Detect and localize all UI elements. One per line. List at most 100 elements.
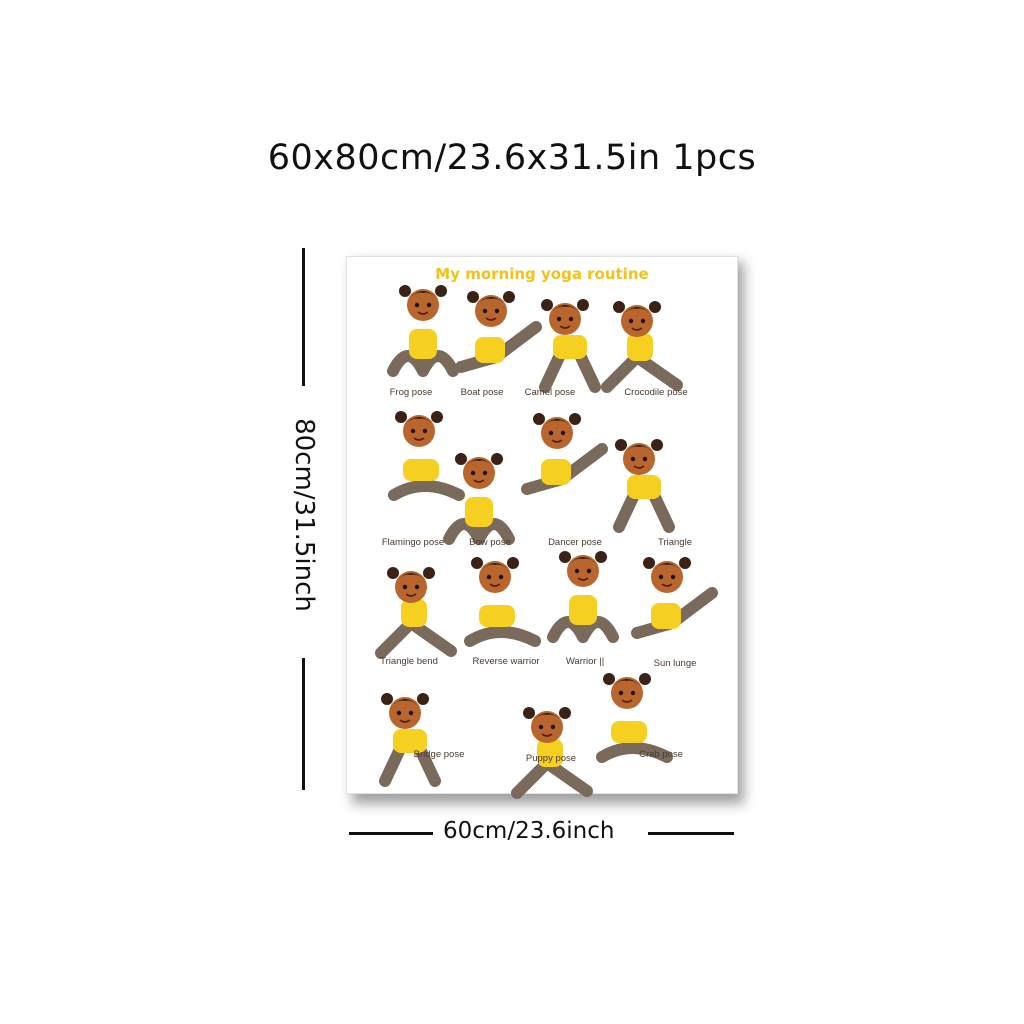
hair-bun-right [431, 411, 443, 423]
hair-bun-left [541, 299, 553, 311]
hair-bun-left [559, 551, 571, 563]
mouth [405, 593, 417, 597]
mouth [485, 317, 497, 321]
head-shape [611, 677, 643, 709]
hair-bun-left [399, 285, 411, 297]
hair-bun-right [503, 291, 515, 303]
eye-right [586, 568, 592, 574]
head-shape [403, 415, 435, 447]
hair-shape [463, 459, 495, 469]
width-label: 60cm/23.6inch [443, 818, 615, 844]
pose-label: Triangle [658, 537, 692, 548]
hair-shape [651, 563, 683, 573]
hair-bun-right [651, 439, 663, 451]
pose-label: Crab pose [639, 749, 683, 760]
hair-bun-left [471, 557, 483, 569]
mouth [633, 465, 645, 469]
hair-bun-right [639, 673, 651, 685]
shirt-shape [475, 337, 505, 363]
height-dimension-line-top [302, 248, 305, 386]
hair-bun-right [423, 567, 435, 579]
pants-shape [379, 743, 441, 787]
hair-bun-right [577, 299, 589, 311]
shirt-shape [541, 459, 571, 485]
eye-right [640, 318, 646, 324]
pants-shape [388, 480, 465, 501]
pose-illustration [521, 413, 608, 495]
pose-illustration [613, 439, 675, 533]
eye-right [426, 302, 432, 308]
pose-label: Reverse warrior [472, 656, 540, 667]
hair-bun-right [679, 557, 691, 569]
mouth [551, 439, 563, 443]
size-headline: 60x80cm/23.6x31.5in 1pcs [267, 138, 757, 178]
pose-illustration [631, 557, 718, 639]
pose-label: Frog pose [389, 387, 433, 398]
pants-shape [464, 626, 541, 647]
head-shape [531, 711, 563, 743]
mouth [473, 479, 485, 483]
pose-label: Crocodile pose [624, 387, 688, 398]
pants-shape [547, 616, 619, 643]
height-label: 80cm/31.5inch [289, 418, 319, 612]
hair-bun-left [467, 291, 479, 303]
shirt-shape [553, 335, 587, 359]
hair-shape [541, 419, 573, 429]
pants-shape [601, 349, 683, 393]
hair-bun-left [455, 453, 467, 465]
pose-label: Warrior || [565, 656, 605, 667]
mouth [541, 733, 553, 737]
mouth [577, 577, 589, 581]
poster-title: My morning yoga routine [435, 265, 649, 283]
eye-left [482, 308, 488, 314]
mouth [417, 311, 429, 315]
head-shape [479, 561, 511, 593]
shirt-shape [569, 595, 597, 625]
eye-left [630, 456, 636, 462]
hair-bun-left [395, 411, 407, 423]
pants-shape [375, 615, 457, 659]
pants-shape [387, 350, 459, 377]
pose-illustration [511, 707, 593, 799]
pose-illustration [596, 673, 673, 763]
hair-bun-right [595, 551, 607, 563]
eye-right [670, 574, 676, 580]
shirt-shape [627, 475, 661, 499]
pants-shape [596, 742, 673, 763]
eye-left [548, 430, 554, 436]
mouth [489, 583, 501, 587]
mouth [559, 325, 571, 329]
hair-bun-left [603, 673, 615, 685]
mouth [621, 699, 633, 703]
pose-label: Flamingo pose [381, 537, 445, 548]
shirt-shape [479, 605, 515, 627]
pose-illustration [375, 567, 457, 659]
eye-left [402, 584, 408, 590]
pose-illustration [455, 291, 542, 373]
head-shape [651, 561, 683, 593]
pose-illustration [379, 693, 441, 787]
pose-label: Boat pose [460, 387, 504, 398]
hair-bun-left [643, 557, 655, 569]
shirt-shape [627, 333, 653, 361]
hair-shape [549, 305, 581, 315]
shirt-shape [465, 497, 493, 527]
mouth [661, 583, 673, 587]
eye-right [414, 584, 420, 590]
pose-label: Bridge pose [413, 749, 465, 760]
shirt-shape [651, 603, 681, 629]
hair-shape [475, 297, 507, 307]
hair-bun-right [649, 301, 661, 313]
pants-shape [443, 518, 515, 545]
shirt-shape [403, 459, 439, 481]
pose-label: Sun lunge [653, 658, 697, 669]
eye-right [560, 430, 566, 436]
eye-left [658, 574, 664, 580]
head-shape [567, 555, 599, 587]
pants-shape [511, 755, 593, 799]
hair-bun-left [613, 301, 625, 313]
hair-shape [567, 557, 599, 567]
head-shape [621, 305, 653, 337]
shirt-shape [409, 329, 437, 359]
eye-left [396, 710, 402, 716]
